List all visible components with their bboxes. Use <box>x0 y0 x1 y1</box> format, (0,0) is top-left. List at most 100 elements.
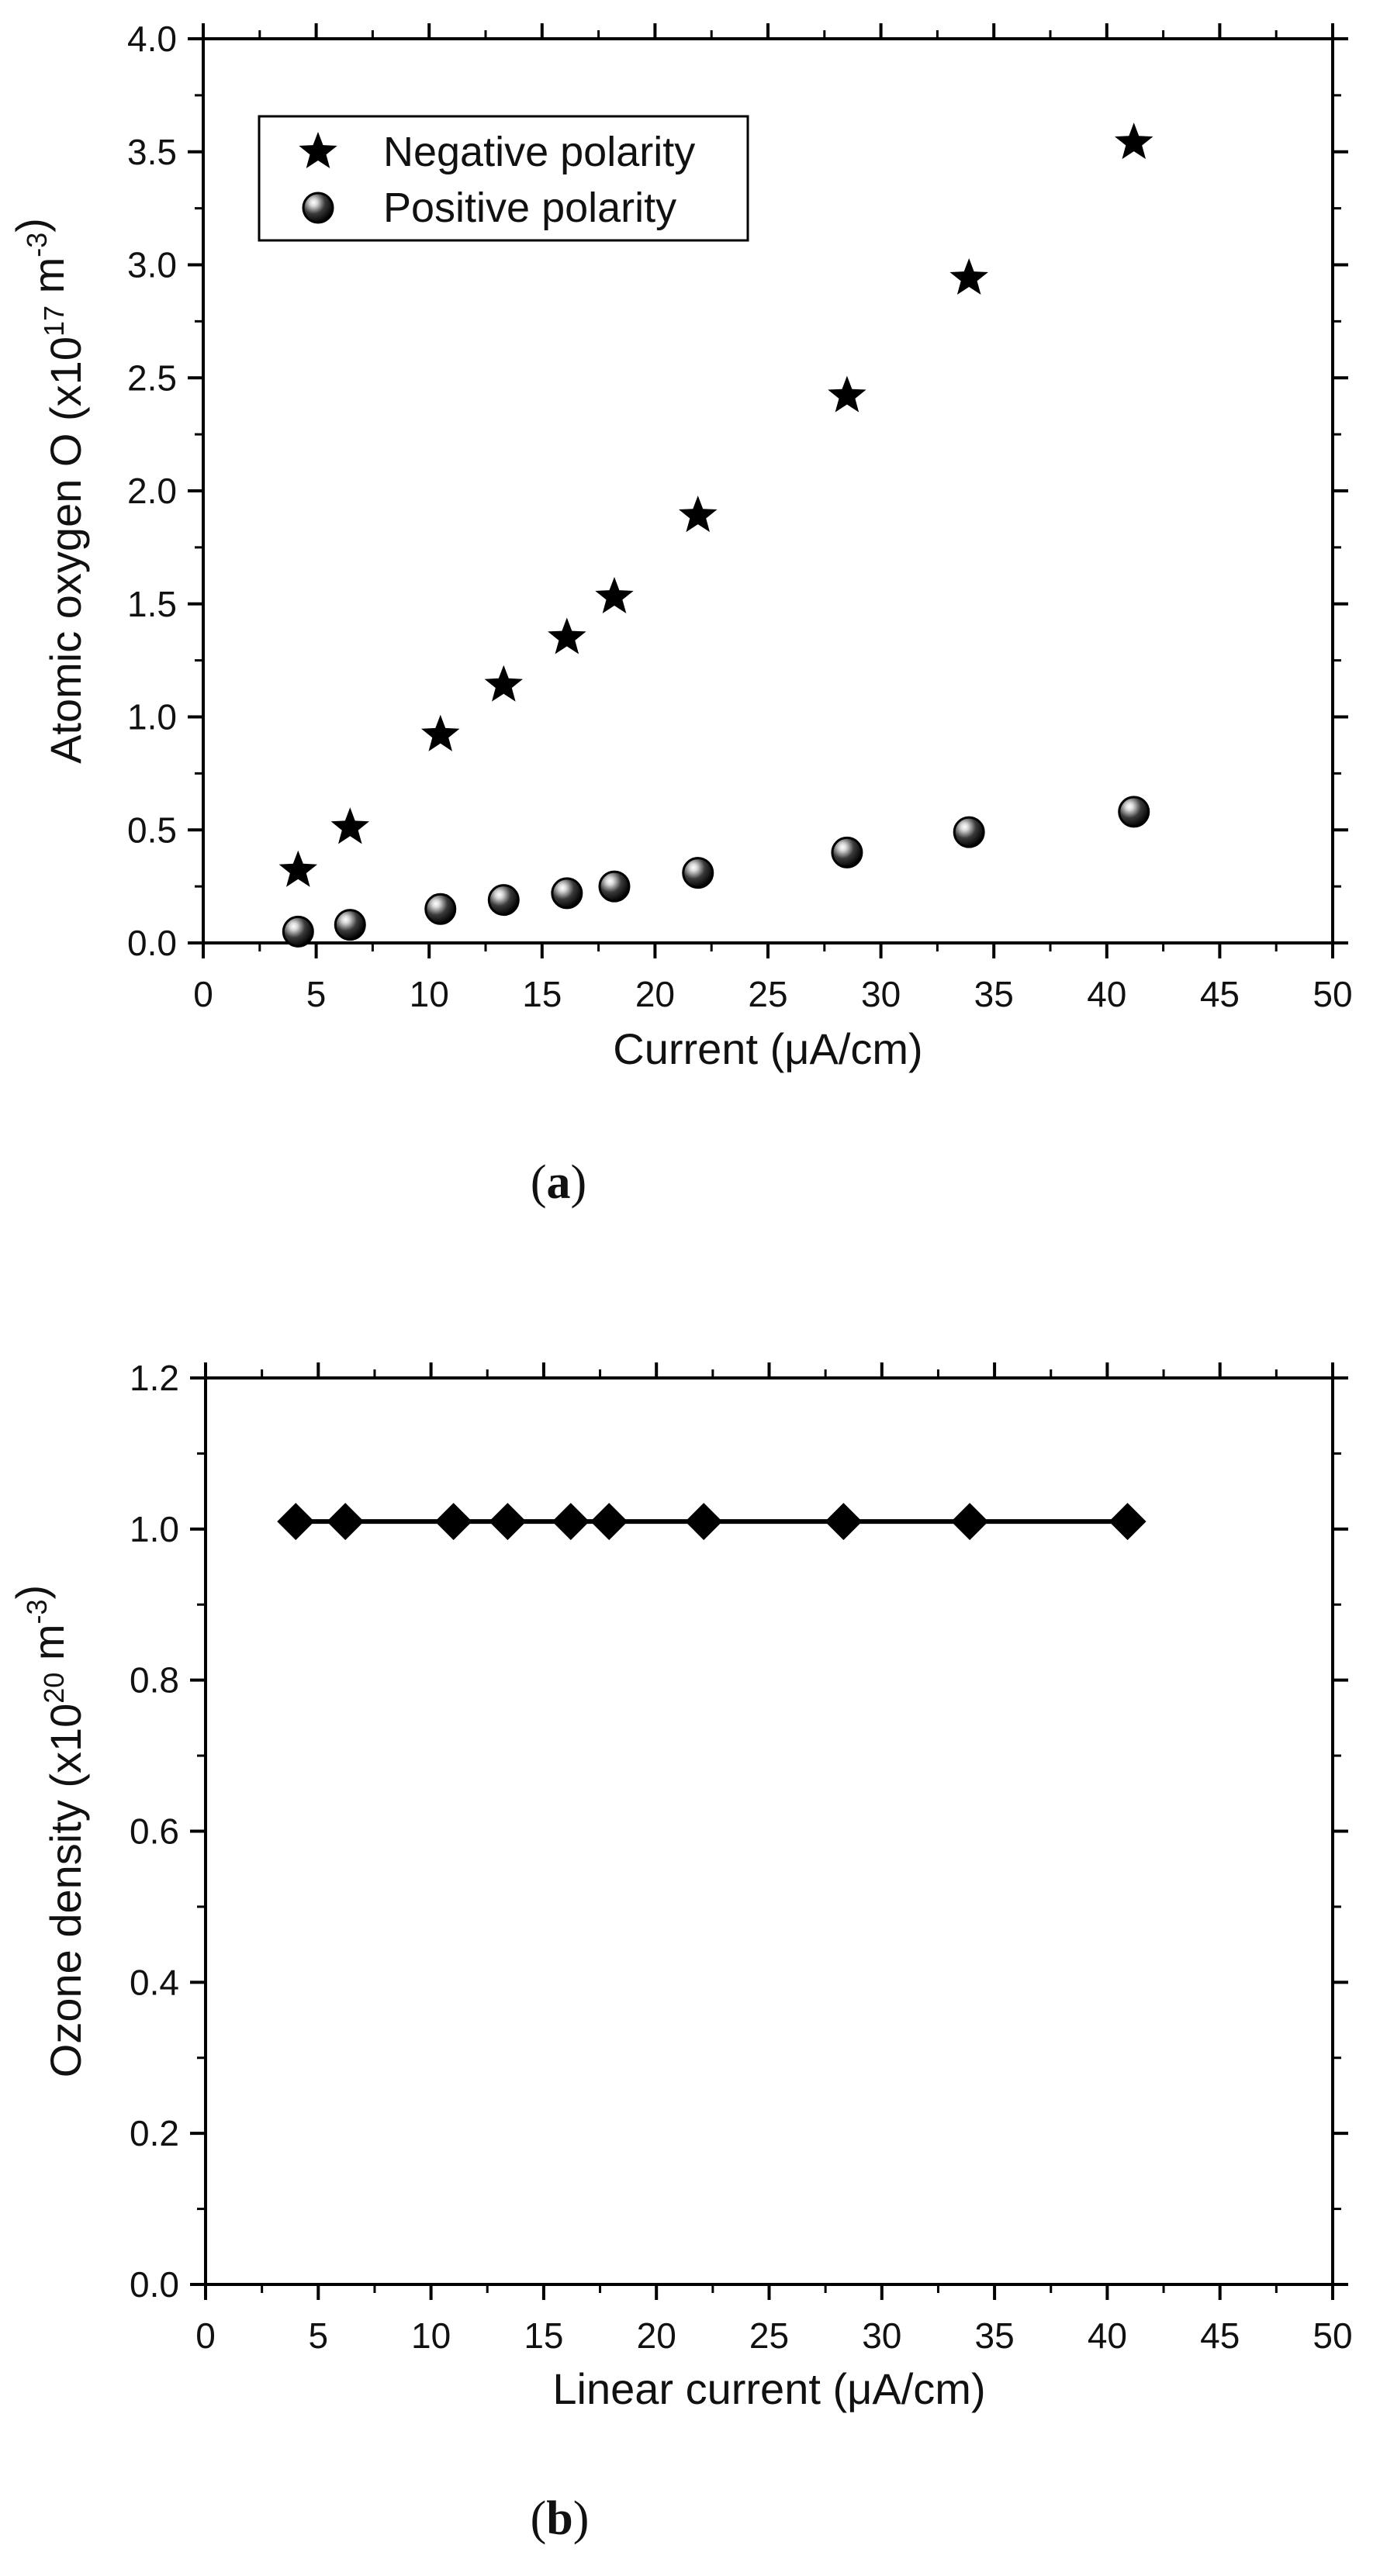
data-point-sphere <box>953 816 985 848</box>
x-tick-label: 5 <box>309 2315 329 2356</box>
y-tick-label: 2.5 <box>127 357 177 398</box>
y-tick-label: 1.0 <box>127 697 177 737</box>
y-axis-label-exp: 17 <box>38 306 70 337</box>
data-point-sphere <box>598 870 631 903</box>
data-point-star <box>421 714 460 751</box>
y-tick-label: 4.0 <box>127 19 177 59</box>
data-point-star <box>1115 123 1153 160</box>
y-axis-label-exp: 20 <box>38 1673 70 1704</box>
x-tick-label: 45 <box>1200 2315 1240 2356</box>
y-tick-label: 3.5 <box>127 132 177 172</box>
y-tick-label: 0.5 <box>127 810 177 850</box>
y-tick-label: 0.8 <box>130 1660 179 1701</box>
data-point-sphere <box>282 915 314 948</box>
y-tick-label: 0.6 <box>130 1811 179 1852</box>
data-point-sphere <box>682 857 714 889</box>
series-sphere <box>282 796 1150 948</box>
legend-label: Negative polarity <box>383 129 695 175</box>
y-axis-label-exp2: -3 <box>21 1599 53 1624</box>
legend-label: Positive polarity <box>383 185 676 231</box>
legend-box <box>258 115 749 242</box>
y-axis-label-suffix: ) <box>7 218 56 233</box>
panel-label-letter: b <box>546 2492 572 2545</box>
data-point-diamond <box>327 1503 365 1541</box>
panel-label-close: ) <box>571 1156 587 1209</box>
x-tick-label: 35 <box>975 2315 1015 2356</box>
data-point-star <box>278 850 317 887</box>
panel-label: (a) <box>531 1156 586 1209</box>
x-tick-label: 20 <box>635 974 675 1014</box>
data-point-sphere <box>334 909 366 941</box>
data-point-star <box>548 617 586 654</box>
x-tick-label: 50 <box>1313 2315 1352 2356</box>
panel-label-letter: a <box>547 1156 571 1209</box>
x-tick-label: 40 <box>1088 2315 1127 2356</box>
x-tick-label: 10 <box>411 2315 451 2356</box>
x-axis-label: Linear current (μA/cm) <box>552 2364 985 2413</box>
y-tick-label: 1.0 <box>130 1509 179 1549</box>
data-point-star <box>679 496 718 533</box>
legend-marker-star <box>299 132 337 168</box>
panel-label-close: ) <box>573 2492 590 2545</box>
data-point-star <box>330 807 369 844</box>
y-axis-label-mid: m <box>24 1624 73 1672</box>
y-axis-label: Atomic oxygen O (x1017 m-3) <box>7 218 90 764</box>
x-tick-label: 15 <box>522 974 562 1014</box>
y-axis-label-prefix: Atomic oxygen O (x10 <box>41 337 90 764</box>
data-point-sphere <box>487 884 520 917</box>
data-point-sphere <box>1118 796 1150 828</box>
y-axis-label-prefix: Ozone density (x10 <box>41 1704 90 2077</box>
data-point-star <box>828 375 866 413</box>
data-point-star <box>949 258 988 295</box>
x-tick-label: 25 <box>749 2315 789 2356</box>
chart-ozone-density: 0 5 10 15 20 25 30 35 40 45 50 0.0 0.2 0.4 0.6 0.8 1.0 1.… <box>7 1358 1353 2545</box>
x-tick-label: 40 <box>1087 974 1126 1014</box>
data-point-star <box>595 577 634 613</box>
x-tick-label: 5 <box>306 974 327 1014</box>
x-tick-label: 35 <box>974 974 1014 1014</box>
x-tick-label: 30 <box>862 2315 901 2356</box>
legend: Negative polarity Positive polarity <box>258 115 749 242</box>
data-point-diamond <box>951 1503 989 1541</box>
data-point-diamond <box>552 1503 590 1541</box>
series-star <box>278 123 1153 887</box>
panel-label: (b) <box>531 2492 590 2545</box>
data-point-diamond <box>825 1503 863 1541</box>
data-point-sphere <box>551 877 583 910</box>
data-point-diamond <box>685 1503 723 1541</box>
data-point-sphere <box>424 893 457 925</box>
y-tick-label: 0.0 <box>130 2264 179 2305</box>
x-tick-label: 15 <box>524 2315 563 2356</box>
data-point-diamond <box>590 1503 628 1541</box>
y-axis-label-suffix: ) <box>7 1585 56 1600</box>
panel-label-open: ( <box>531 1156 547 1209</box>
data-point-star <box>484 665 523 702</box>
y-axis-label: Ozone density (x1020 m-3) <box>7 1585 90 2077</box>
y-tick-label: 1.2 <box>130 1358 179 1398</box>
y-tick-label: 0.2 <box>130 2113 179 2153</box>
x-tick-label: 0 <box>195 2315 216 2356</box>
x-tick-label: 0 <box>193 974 213 1014</box>
y-tick-label: 3.0 <box>127 245 177 285</box>
plot-frame <box>204 1376 1334 2286</box>
x-tick-label: 10 <box>410 974 449 1014</box>
panel-label-open: ( <box>531 2492 547 2545</box>
data-point-diamond <box>277 1503 315 1541</box>
x-tick-label: 30 <box>861 974 901 1014</box>
data-point-diamond <box>489 1503 527 1541</box>
data-point-sphere <box>831 836 863 868</box>
legend-marker-sphere <box>302 192 334 224</box>
chart-atomic-oxygen: 0 5 10 15 20 25 30 35 40 45 50 0.0 0.5 1.0 1.5 2.0 2.5 3.… <box>7 19 1353 1209</box>
series-diamond <box>277 1503 1147 1541</box>
y-tick-label: 2.0 <box>127 471 177 511</box>
x-axis-label: Current (μA/cm) <box>613 1024 922 1073</box>
y-tick-label: 1.5 <box>127 584 177 624</box>
x-tick-label: 20 <box>637 2315 676 2356</box>
y-tick-label: 0.4 <box>130 1962 179 2002</box>
x-tick-label: 25 <box>748 974 787 1014</box>
x-tick-label: 45 <box>1200 974 1240 1014</box>
data-point-diamond <box>434 1503 472 1541</box>
x-tick-label: 50 <box>1313 974 1352 1014</box>
y-axis-label-mid: m <box>24 257 73 306</box>
